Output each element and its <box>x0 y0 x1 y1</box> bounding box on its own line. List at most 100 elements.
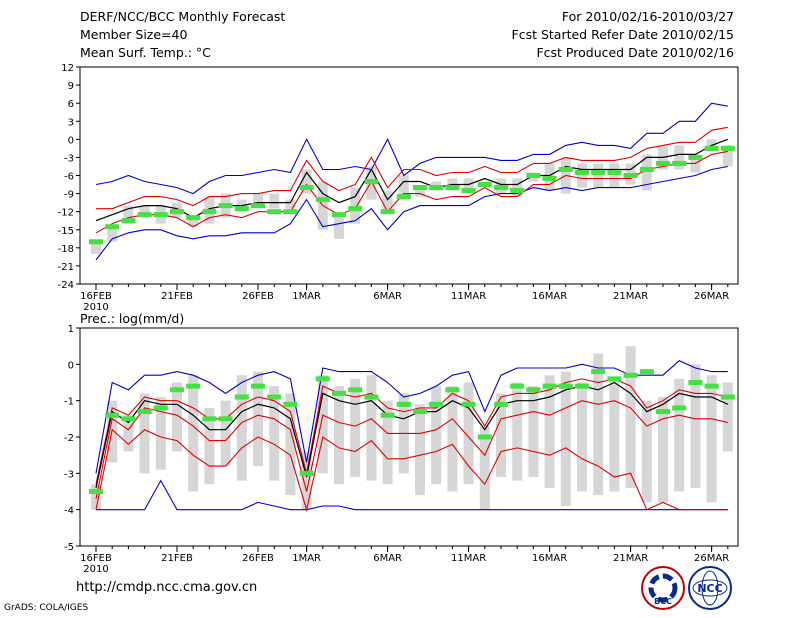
precip-spread-box <box>447 386 458 492</box>
temp-observed-marker <box>623 173 638 178</box>
chart-title: DERF/NCC/BCC Monthly Forecast <box>80 9 286 24</box>
temp-ytick-label: -15 <box>58 226 74 237</box>
temp-spread-box <box>641 154 652 191</box>
forecast-produced-date: Fcst Produced Date 2010/02/16 <box>536 45 734 60</box>
temperature-panel: -24 -21 -18 -15 -12 -9 -6 -3 0 3 6 9 12 16FEB 21FEB 26F… <box>58 63 739 313</box>
precip-spread-box <box>722 382 733 452</box>
bcc-logo-text: BCC <box>654 597 672 606</box>
temp-observed-marker <box>558 166 573 172</box>
precip-observed-marker <box>720 394 735 400</box>
temp-ytick-label: 12 <box>61 63 74 74</box>
precip-observed-marker <box>218 416 233 422</box>
precip-observed-marker <box>364 394 379 400</box>
precip-observed-marker <box>105 412 120 418</box>
temp-spread-box <box>139 205 150 215</box>
precip-spread-box <box>577 382 587 492</box>
precip-spread-box <box>706 375 717 503</box>
temp-observed-marker <box>656 160 670 166</box>
temp-ytick-label: 3 <box>68 117 74 128</box>
precip-observed-marker <box>234 394 249 400</box>
precip-observed-marker <box>510 383 525 389</box>
precip-observed-marker <box>477 434 492 440</box>
precip-min-line <box>96 479 728 511</box>
precip-year-label: 2010 <box>83 564 108 575</box>
precip-lower-line <box>95 400 728 499</box>
precip-spread-box <box>172 382 182 452</box>
precip-spread-box <box>415 404 425 496</box>
precip-spread-box <box>350 378 361 477</box>
temp-observed-marker <box>364 179 379 185</box>
temp-observed-marker <box>704 145 719 151</box>
precip-observed-marker <box>202 416 217 422</box>
precip-spread-box <box>641 400 652 503</box>
precip-observed-marker <box>121 416 136 422</box>
temp-observed-marker <box>315 197 330 203</box>
precip-observed-marker <box>704 383 719 389</box>
temp-xtick-label: 21FEB <box>161 291 193 302</box>
precip-spread-box <box>317 375 328 474</box>
temp-spread-box <box>609 163 620 188</box>
temp-observed-marker <box>461 188 476 194</box>
precip-spread-box <box>674 378 685 492</box>
precip-xtick-label: 16MAR <box>532 553 567 564</box>
precip-observed-marker <box>461 401 476 407</box>
temp-observed-marker <box>429 185 444 191</box>
temp-spread-box <box>350 187 361 224</box>
temp-observed-marker <box>413 185 427 191</box>
temp-spread-box <box>577 163 587 188</box>
precip-xtick-label: 26FEB <box>242 553 274 564</box>
precip-upper-line <box>95 378 728 485</box>
temp-observed-marker <box>591 169 606 175</box>
header-right: For 2010/02/16-2010/03/27 Fcst Started R… <box>512 8 735 62</box>
temp-observed-marker <box>607 169 622 175</box>
temp-observed-marker <box>542 176 557 182</box>
precip-observed-marker <box>153 405 168 411</box>
precip-spread-box <box>560 371 571 507</box>
precip-xtick-label: 26MAR <box>694 553 729 564</box>
temp-xtick-label: 16FEB <box>80 291 112 302</box>
precip-xtick-label: 11MAR <box>451 553 486 564</box>
precip-mean-line <box>95 381 729 489</box>
ncc-logo-globe-meridian <box>701 570 719 606</box>
temp-xtick-label: 11MAR <box>451 291 486 302</box>
precip-observed-marker <box>558 383 573 389</box>
precip-observed-marker <box>283 401 298 407</box>
precip-spread-box <box>496 393 506 477</box>
precip-observed-marker <box>332 390 346 396</box>
precip-observed-marker <box>396 401 411 407</box>
precip-observed-marker <box>591 369 606 375</box>
bcc-logo-swirl <box>648 573 678 603</box>
precip-spread-box <box>220 400 231 467</box>
precip-observed-marker <box>380 412 395 418</box>
temp-observed-marker <box>396 194 411 200</box>
temp-observed-marker <box>121 218 136 224</box>
temp-observed-marker <box>186 215 201 221</box>
website-url[interactable]: http://cmdp.ncc.cma.gov.cn <box>76 580 258 595</box>
temp-observed-marker <box>283 209 298 215</box>
temp-observed-marker <box>251 203 265 209</box>
forecast-period: For 2010/02/16-2010/03/27 <box>561 9 734 24</box>
precip-ytick-label: -5 <box>64 542 74 553</box>
precip-observed-marker <box>267 394 282 400</box>
temp-spread-box <box>398 175 409 200</box>
temp-spread-box <box>415 187 425 197</box>
temp-ytick-label: 0 <box>68 135 74 146</box>
precip-observed-marker <box>299 470 314 476</box>
temp-observed-marker <box>202 209 217 215</box>
temp-observed-marker <box>639 166 654 172</box>
precip-ytick-label: -4 <box>64 506 74 517</box>
precip-observed-marker <box>251 383 265 389</box>
temp-observed-marker <box>494 185 508 191</box>
precip-xtick-label: 6MAR <box>373 553 402 564</box>
precip-spread-box <box>382 400 393 485</box>
temp-xtick-label: 1MAR <box>292 291 321 302</box>
precip-observed-marker <box>445 387 460 393</box>
temp-spread-box <box>107 226 118 242</box>
precip-observed-marker <box>639 369 654 375</box>
precip-observed-marker <box>89 489 103 494</box>
precip-spread-box <box>544 375 555 488</box>
precip-spread-box <box>301 451 312 510</box>
temp-xtick-label: 21MAR <box>613 291 648 302</box>
precip-ytick-label: -1 <box>64 397 74 408</box>
bcc-logo-ring <box>641 566 685 610</box>
